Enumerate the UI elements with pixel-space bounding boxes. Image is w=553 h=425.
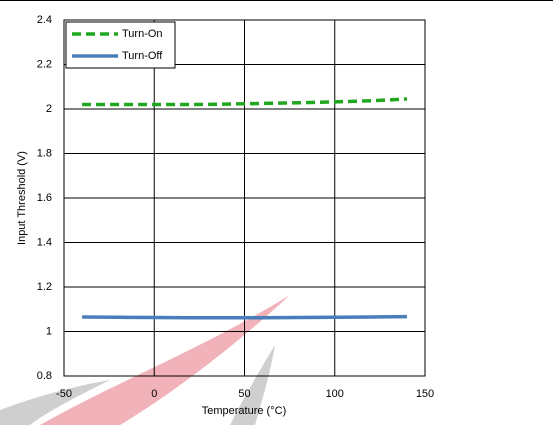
series-line — [82, 314, 407, 320]
watermark — [0, 295, 290, 425]
x-tick-label: 0 — [151, 388, 157, 400]
legend-label: Turn-Off — [122, 50, 163, 62]
y-tick-label: 1 — [46, 325, 52, 337]
x-tick-label: 50 — [238, 388, 250, 400]
x-tick-label: -50 — [56, 388, 72, 400]
series-line — [82, 97, 408, 107]
y-tick-label: 2.2 — [37, 58, 52, 70]
legend-box — [65, 21, 176, 69]
y-tick-label: 2.4 — [37, 14, 52, 26]
y-tick-label: 1.8 — [37, 147, 52, 159]
legend-label: Turn-On — [122, 28, 163, 40]
x-tick-label: 150 — [416, 388, 434, 400]
y-tick-label: 0.8 — [37, 370, 52, 382]
y-tick-label: 1.6 — [37, 192, 52, 204]
y-tick-label: 2 — [46, 103, 52, 115]
y-axis-label: Input Threshold (V) — [16, 151, 28, 245]
y-tick-label: 1.2 — [37, 281, 52, 293]
x-axis-label: Temperature (°C) — [202, 405, 286, 417]
x-tick-label: 100 — [326, 388, 344, 400]
plot-frame — [63, 19, 426, 377]
y-tick-label: 1.4 — [37, 236, 52, 248]
